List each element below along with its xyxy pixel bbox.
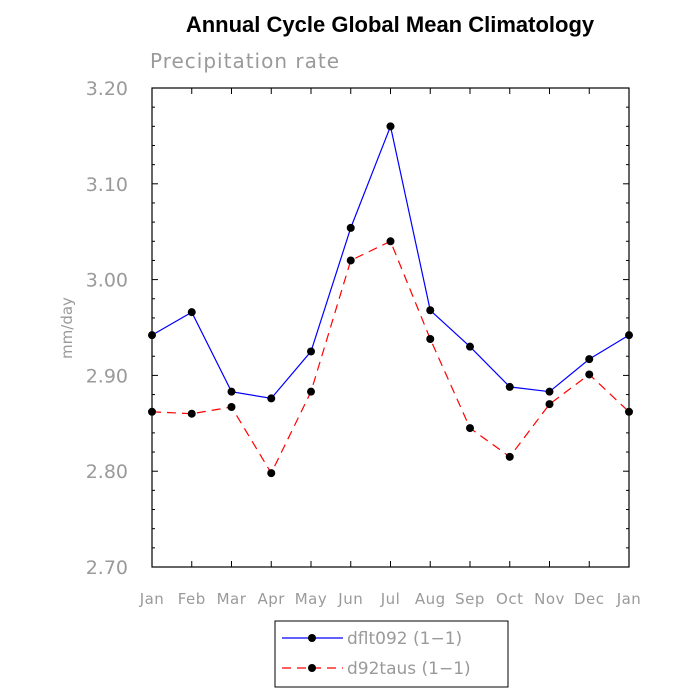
legend-box [274, 620, 509, 688]
data-point [386, 122, 395, 131]
data-point [585, 370, 594, 379]
data-point [466, 424, 474, 433]
x-tick-label: Feb [178, 590, 206, 608]
data-point [227, 387, 236, 396]
y-tick-label: 2.70 [86, 557, 128, 579]
data-point [346, 223, 355, 232]
data-point [625, 331, 633, 340]
x-tick-label: Dec [574, 590, 605, 608]
legend: dflt092 (1−1) d92taus (1−1) [282, 629, 471, 679]
data-point [267, 469, 276, 478]
data-point [346, 256, 355, 265]
series-2 [148, 237, 633, 478]
data-point [227, 403, 236, 412]
y-tick-label: 2.80 [86, 461, 128, 483]
x-tick-label: May [295, 590, 328, 608]
y-tick-labels: 3.20 3.10 3.00 2.90 2.80 2.70 [86, 78, 128, 579]
data-point [545, 400, 554, 409]
x-tick-label: Oct [496, 590, 523, 608]
x-tick-labels: Jan Feb Mar Apr May Jun Jul Aug Sep Oct Nov Dec Jan [139, 590, 642, 608]
data-point [505, 382, 514, 391]
data-point [307, 387, 315, 396]
y-tick-label: 3.20 [86, 78, 128, 100]
x-tick-label: Nov [534, 590, 565, 608]
y-tick-label: 3.10 [86, 174, 128, 196]
legend-marker [308, 664, 316, 672]
data-point [187, 409, 196, 418]
series-line [151, 124, 630, 400]
chart-title: Annual Cycle Global Mean Climatology [186, 12, 595, 37]
data-point [466, 342, 474, 351]
x-tick-label: Jan [139, 590, 165, 608]
legend-marker [308, 634, 316, 642]
x-tick-label: Mar [217, 590, 247, 608]
data-point [267, 394, 276, 403]
x-tick-label: Apr [258, 590, 286, 608]
series-line [151, 240, 630, 475]
data-point [505, 452, 514, 461]
data-point [545, 387, 554, 396]
data-point [426, 334, 435, 343]
x-tick-label: Aug [415, 590, 446, 608]
legend-label: d92taus (1−1) [347, 659, 471, 679]
data-point [386, 237, 395, 246]
x-tick-label: Jan [616, 590, 642, 608]
series-layer [148, 122, 633, 478]
plot-frame [151, 87, 630, 568]
chart-subtitle: Precipitation rate [150, 49, 340, 73]
data-point [307, 347, 315, 356]
series-1 [148, 122, 633, 403]
data-point [187, 308, 196, 317]
x-tick-label: Jun [337, 590, 363, 608]
x-tick-label: Jul [380, 590, 401, 608]
data-point [426, 306, 435, 315]
tick-marks [151, 87, 630, 568]
data-point [148, 331, 156, 340]
legend-label: dflt092 (1−1) [347, 629, 462, 649]
y-axis-label: mm/day [58, 297, 76, 359]
data-point [625, 407, 633, 416]
data-point [148, 407, 156, 416]
y-tick-label: 2.90 [86, 365, 128, 387]
y-tick-label: 3.00 [86, 270, 128, 292]
data-point [585, 355, 594, 364]
x-tick-label: Sep [455, 590, 485, 608]
